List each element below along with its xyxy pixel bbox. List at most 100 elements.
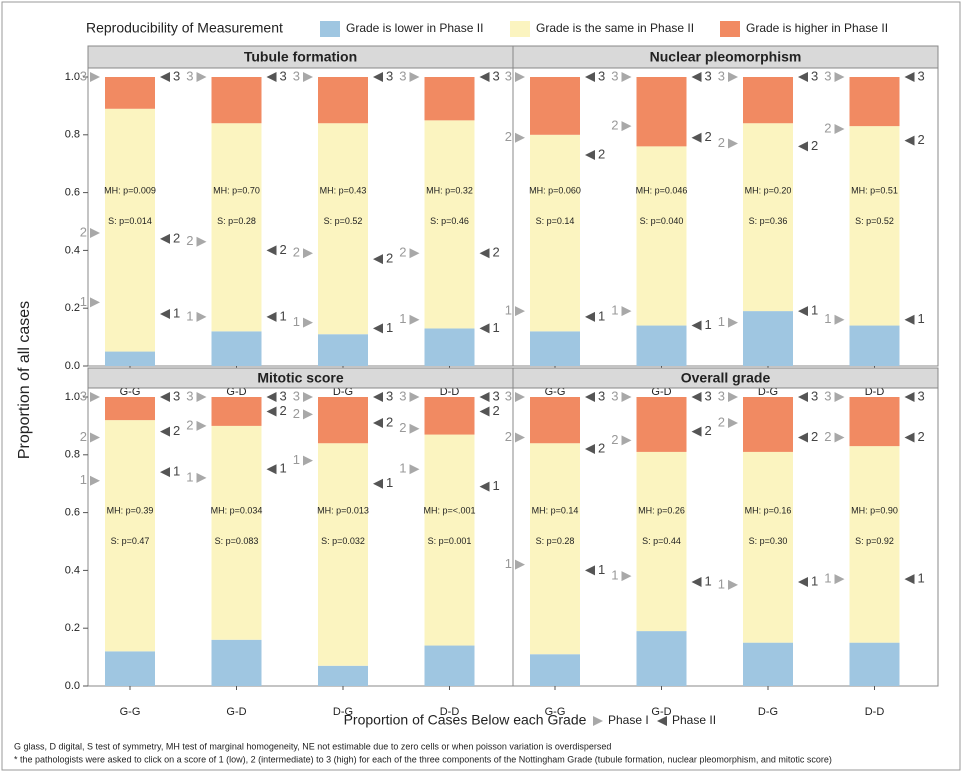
grade-label: 2 xyxy=(280,403,287,418)
bar-segment xyxy=(530,397,580,444)
annotation: S: p=0.28 xyxy=(536,536,575,546)
grade-label: 1 xyxy=(186,308,193,323)
x-tick-label: D-D xyxy=(865,706,885,718)
phase-ii-marker xyxy=(479,392,490,402)
bar-segment xyxy=(424,77,475,121)
phase-i-marker xyxy=(90,72,100,82)
grade-label: 3 xyxy=(811,388,818,403)
annotation: S: p=0.36 xyxy=(749,216,788,226)
phase-ii-marker xyxy=(798,576,808,587)
phase-ii-marker xyxy=(479,72,490,82)
panel-frame xyxy=(512,387,939,687)
grade-label: 1 xyxy=(718,576,725,591)
grade-label: 1 xyxy=(80,472,87,487)
grade-label: 3 xyxy=(386,68,393,83)
phase-i-marker xyxy=(621,435,632,446)
annotation: MH: p=0.39 xyxy=(107,506,154,516)
y-tick-label: 0.6 xyxy=(65,187,80,199)
phase-ii-marker xyxy=(479,248,490,259)
bar-segment xyxy=(849,77,900,127)
phase-ii-marker xyxy=(585,444,595,455)
bar-segment xyxy=(318,443,368,666)
bar-segment xyxy=(424,397,475,435)
grade-label: 1 xyxy=(280,461,287,476)
grade-label: 1 xyxy=(705,573,712,588)
grade-label: 3 xyxy=(399,68,406,83)
grade-label: 3 xyxy=(280,68,287,83)
grade-label: 3 xyxy=(186,388,193,403)
annotation: S: p=0.014 xyxy=(108,216,152,226)
phase-i-marker xyxy=(834,72,845,82)
grade-label: 2 xyxy=(505,129,512,144)
bar-segment xyxy=(530,443,580,655)
phase-i-marker xyxy=(303,455,313,466)
grade-label: 2 xyxy=(80,224,87,239)
grade-label: 3 xyxy=(718,388,725,403)
grade-label: 1 xyxy=(505,303,512,318)
grade-label: 3 xyxy=(811,68,818,83)
y-tick-label: 1.0 xyxy=(65,391,80,403)
phase-ii-marker xyxy=(266,245,277,256)
bar-segment xyxy=(849,397,900,447)
grade-label: 1 xyxy=(598,308,605,323)
grade-label: 2 xyxy=(918,132,925,147)
grade-label: 1 xyxy=(824,571,831,586)
phase-ii-marker xyxy=(691,132,702,143)
grade-label: 2 xyxy=(918,429,925,444)
grade-label: 2 xyxy=(718,414,725,429)
grade-label: 2 xyxy=(173,423,180,438)
phase-i-marker xyxy=(409,423,420,434)
grade-label: 1 xyxy=(280,308,287,323)
phase-i-marker xyxy=(90,432,100,443)
phase-i-marker xyxy=(621,121,632,132)
x-tick-label: G-G xyxy=(545,386,566,398)
y-tick-label: 0.6 xyxy=(65,507,80,519)
grade-label: 3 xyxy=(493,388,500,403)
legend-label: Grade is the same in Phase II xyxy=(536,21,694,35)
bar-segment xyxy=(105,351,155,366)
phase-ii-marker xyxy=(691,320,702,331)
annotation: S: p=0.040 xyxy=(640,216,684,226)
phase-i-marker xyxy=(621,571,632,582)
phase-ii-marker xyxy=(479,481,490,492)
phase-i-marker xyxy=(303,409,313,420)
annotation: MH: p=0.70 xyxy=(213,186,260,196)
annotation: S: p=0.30 xyxy=(749,536,788,546)
y-tick-label: 0.2 xyxy=(65,622,80,634)
bar-segment xyxy=(849,642,900,686)
bar-segment xyxy=(636,397,687,452)
annotation: S: p=0.44 xyxy=(642,536,681,546)
grade-label: 2 xyxy=(173,230,180,245)
grade-label: 1 xyxy=(824,311,831,326)
grade-label: 3 xyxy=(824,68,831,83)
phase-i-marker xyxy=(90,297,100,308)
y-tick-label: 1.0 xyxy=(65,71,80,83)
annotation: S: p=0.52 xyxy=(855,216,894,226)
grade-label: 3 xyxy=(173,388,180,403)
grade-label: 3 xyxy=(386,388,393,403)
grade-label: 2 xyxy=(811,429,818,444)
x-tick-label: D-G xyxy=(333,706,353,718)
bar-segment xyxy=(530,654,580,686)
phase-ii-marker xyxy=(373,418,383,429)
phase-i-marker xyxy=(409,248,420,259)
panel-title: Tubule formation xyxy=(244,49,357,65)
legend-label: Phase II xyxy=(672,713,716,727)
phase-ii-marker xyxy=(160,392,170,402)
phase-ii-marker xyxy=(904,574,915,585)
phase-i-marker xyxy=(728,138,738,149)
legend-title: Reproducibility of Measurement xyxy=(86,20,283,36)
phase-ii-marker xyxy=(691,426,702,437)
y-tick-label: 0.0 xyxy=(65,680,80,692)
phase-i-marker xyxy=(621,306,632,317)
grade-label: 3 xyxy=(598,388,605,403)
grade-label: 3 xyxy=(399,388,406,403)
bar-segment xyxy=(636,146,687,326)
bar-segment xyxy=(105,420,155,652)
bar-segment xyxy=(211,77,262,124)
grade-label: 3 xyxy=(705,388,712,403)
annotation: MH: p=0.046 xyxy=(636,186,688,196)
legend-label: Phase I xyxy=(608,713,649,727)
phase-ii-marker xyxy=(904,314,915,325)
bar-segment xyxy=(849,126,900,326)
